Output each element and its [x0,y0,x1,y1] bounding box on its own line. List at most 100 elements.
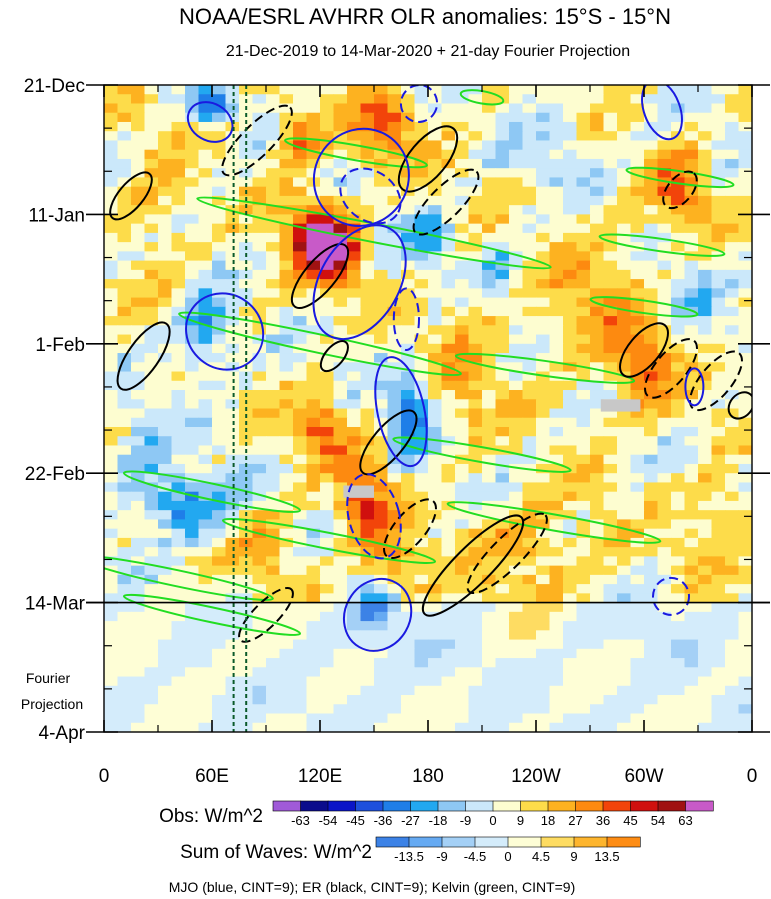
heat-cell [239,371,254,382]
heat-cell [374,371,389,382]
heat-cell [428,390,443,400]
heat-cell [306,390,321,400]
heat-cell [266,297,281,308]
heat-cell [671,510,686,521]
heat-cell [657,362,672,373]
heat-cell [468,537,483,548]
heat-cell [266,713,281,724]
heat-cell [360,473,375,484]
heat-cell [320,685,335,696]
heat-cell [252,639,267,650]
heat-cell [428,399,443,410]
heat-cell [455,648,470,659]
heat-cell [563,436,578,447]
heat-cell [738,547,752,557]
heat-cell [644,316,659,326]
heat-cell [225,528,240,539]
heat-cell [144,676,159,687]
heat-cell [509,121,524,132]
heat-cell [509,482,524,493]
heat-cell [158,232,173,243]
heat-cell [266,565,281,576]
heat-cell [603,426,618,437]
heat-cell [279,103,294,114]
heat-cell [711,417,726,428]
heat-cell [320,704,335,715]
heat-cell [198,510,213,521]
heat-cell [441,408,456,419]
heat-cell [468,463,483,474]
heat-cell [117,121,132,132]
heat-cell [563,676,578,687]
heat-cell [360,269,375,280]
heat-cell [698,556,713,567]
heat-cell [131,436,146,447]
heat-cell [563,426,578,437]
colorbar-tick-label: -54 [319,813,338,828]
heat-cell [657,445,672,456]
heat-cell [590,362,605,373]
heat-cell [293,121,308,132]
heat-cell [657,223,672,234]
heat-cell [671,722,686,732]
heat-cell [738,445,752,456]
heat-cell [212,648,227,659]
heat-cell [158,325,173,336]
heat-cell [441,140,456,151]
heat-cell [266,168,281,179]
heat-cell [117,399,132,410]
heat-cell [495,195,510,206]
heat-cell [158,630,173,641]
heat-cell [320,658,335,668]
heat-cell [360,500,375,511]
heat-cell [725,140,740,151]
er-contour [359,409,418,476]
heat-cell [158,362,173,373]
heat-cell [657,704,672,715]
heat-cell [738,131,752,142]
heat-cell [333,611,348,622]
heat-cell [455,630,470,641]
heat-cell [536,473,551,484]
heat-cell [576,463,591,474]
heat-cell [117,519,132,530]
heat-cell [333,463,348,474]
heat-cell [117,140,132,151]
heat-cell [698,722,713,732]
heat-cell [428,103,443,114]
heat-cell [482,325,497,336]
heat-cell [495,547,510,557]
heat-cell [144,519,159,530]
heat-cell [468,269,483,280]
heat-cell [495,676,510,687]
heat-cell [725,667,740,678]
heat-cell [576,343,591,354]
heat-cell [158,85,173,95]
heat-cell [104,279,119,289]
heat-cell [117,390,132,400]
heat-cell [536,112,551,123]
heat-cell [212,519,227,530]
heat-cell [522,473,537,484]
heat-cell [563,445,578,456]
heat-cell [374,602,389,613]
heat-cell [266,528,281,539]
heat-cell [252,584,267,594]
heat-cell [725,611,740,622]
y-tick-label: 4-Apr [39,723,86,744]
heat-cell [293,593,308,604]
heat-cell [495,260,510,271]
heat-cell [549,232,564,243]
heat-cell [657,537,672,548]
heat-cell [144,722,159,732]
heat-cell [198,279,213,289]
heat-cell [563,168,578,179]
heat-cell [428,704,443,715]
heat-cell [509,611,524,622]
heat-cell [374,223,389,234]
heat-cell [468,528,483,539]
heat-cell [374,685,389,696]
heat-cell [441,380,456,391]
heat-cell [198,297,213,308]
heat-cell [185,574,200,585]
